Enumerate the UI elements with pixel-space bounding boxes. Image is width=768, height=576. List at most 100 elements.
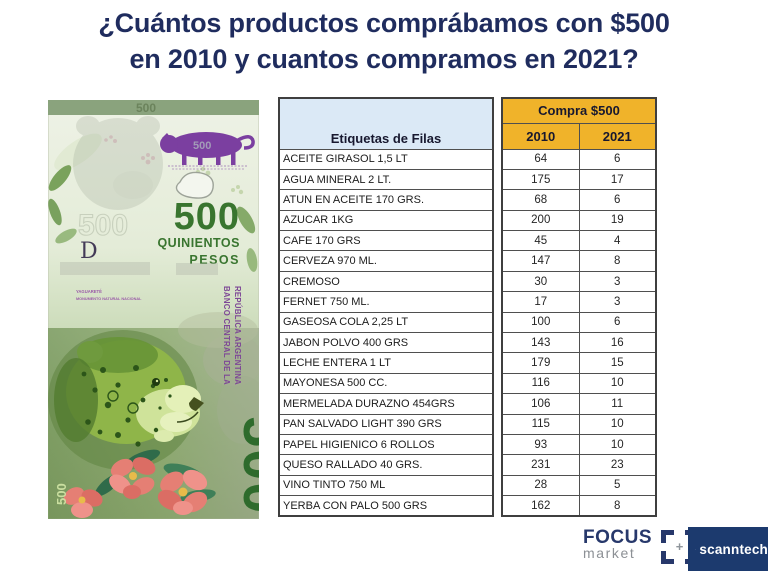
big-side-value: 500	[232, 416, 259, 515]
values-table: Compra $500 2010 2021 64 6 175 17 68 6 200 1…	[501, 97, 657, 518]
column-header-2010: 2010	[501, 122, 580, 150]
row-labels-header: Etiquetas de Filas	[278, 97, 494, 150]
page-title: ¿Cuántos productos comprábamos con $500 …	[0, 5, 768, 77]
paw-print-decoration	[104, 135, 155, 165]
ghost-watermark-value: 500	[78, 209, 128, 242]
value-2021-cell: 19	[578, 209, 657, 232]
watermark-jaguar	[73, 116, 163, 210]
plus-icon: +	[675, 538, 684, 554]
table-row: MERMELADA DURAZNO 454GRS	[278, 393, 494, 415]
table-row: 100 6	[501, 311, 657, 334]
table-row: ACEITE GIRASOL 1,5 LT	[278, 148, 494, 170]
product-label-cell: PAN SALVADO LIGHT 390 GRS	[278, 413, 494, 435]
scanntech-wordmark: scanntech	[699, 541, 768, 557]
table-row: 106 11	[501, 393, 657, 415]
scanntech-logo: scanntech	[688, 527, 768, 571]
table-row: 17 3	[501, 291, 657, 313]
table-row: 116 10	[501, 372, 657, 395]
table-row: LECHE ENTERA 1 LT	[278, 352, 494, 374]
value-2010-cell: 162	[501, 495, 580, 517]
value-2010-cell: 68	[501, 189, 580, 211]
value-2010-cell: 30	[501, 270, 580, 293]
table-row: 93 10	[501, 433, 657, 456]
banknote-top-band	[48, 100, 259, 115]
value-2010-cell: 17	[501, 291, 580, 313]
table-row: CREMOSO	[278, 270, 494, 293]
value-2021-cell: 11	[578, 393, 657, 415]
table-header-row: Etiquetas de Filas	[278, 97, 494, 150]
value-2010-cell: 179	[501, 352, 580, 374]
table-row: PAPEL HIGIENICO 6 ROLLOS	[278, 433, 494, 456]
value-2021-cell: 10	[578, 372, 657, 395]
value-2010-cell: 175	[501, 168, 580, 191]
value-2021-cell: 3	[578, 270, 657, 293]
value-2010-cell: 100	[501, 311, 580, 334]
product-label-cell: MAYONESA 500 CC.	[278, 372, 494, 395]
table-row: ATUN EN ACEITE 170 GRS.	[278, 189, 494, 211]
value-2010-cell: 93	[501, 433, 580, 456]
ceibo-flowers	[63, 449, 216, 518]
product-label-cell: VINO TINTO 750 ML	[278, 474, 494, 497]
corner-value: 500	[54, 483, 69, 505]
product-label-cell: CREMOSO	[278, 270, 494, 293]
value-2021-cell: 10	[578, 433, 657, 456]
product-label-cell: AZUCAR 1KG	[278, 209, 494, 232]
value-2010-cell: 231	[501, 454, 580, 476]
value-2021-cell: 8	[578, 495, 657, 517]
table-row: 30 3	[501, 270, 657, 293]
value-2021-cell: 15	[578, 352, 657, 374]
product-label-cell: MERMELADA DURAZNO 454GRS	[278, 393, 494, 415]
value-2021-cell: 6	[578, 311, 657, 334]
table-row: 115 10	[501, 413, 657, 435]
focus-label: FOCUS	[583, 527, 652, 548]
series-letter: D	[80, 239, 98, 264]
caption-line-2: MONUMENTO NATURAL NACIONAL	[76, 297, 142, 301]
product-label-cell: ATUN EN ACEITE 170 GRS.	[278, 189, 494, 211]
value-2021-cell: 10	[578, 413, 657, 435]
silhouette-value: 500	[193, 140, 211, 152]
value-2021-cell: 6	[578, 189, 657, 211]
value-2010-cell: 106	[501, 393, 580, 415]
table-row: AZUCAR 1KG	[278, 209, 494, 232]
transparency-window	[175, 171, 214, 199]
table-row: 68 6	[501, 189, 657, 211]
value-2010-cell: 115	[501, 413, 580, 435]
product-label-cell: PAPEL HIGIENICO 6 ROLLOS	[278, 433, 494, 456]
group-header-row: Compra $500	[501, 97, 657, 124]
table-row: JABON POLVO 400 GRS	[278, 332, 494, 354]
caption-line-1: YAGUARETÉ	[76, 289, 102, 294]
product-label-cell: AGUA MINERAL 2 LT.	[278, 168, 494, 191]
jaguar-head	[48, 330, 204, 470]
denomination-word-2: PESOS	[189, 253, 240, 267]
product-label-cell: GASEOSA COLA 2,25 LT	[278, 311, 494, 334]
value-2010-cell: 147	[501, 250, 580, 272]
focus-market-wordmark: FOCUS market	[583, 527, 652, 561]
table-row: PAN SALVADO LIGHT 390 GRS	[278, 413, 494, 435]
table-row: MAYONESA 500 CC.	[278, 372, 494, 395]
data-tables: Etiquetas de Filas ACEITE GIRASOL 1,5 LT…	[278, 97, 657, 518]
table-row: FERNET 750 ML.	[278, 291, 494, 313]
table-row: AGUA MINERAL 2 LT.	[278, 168, 494, 191]
table-row: 179 15	[501, 352, 657, 374]
product-label-cell: ACEITE GIRASOL 1,5 LT	[278, 148, 494, 170]
table-row: QUESO RALLADO 40 GRS.	[278, 454, 494, 476]
value-2021-cell: 17	[578, 168, 657, 191]
table-row: CAFE 170 GRS	[278, 230, 494, 252]
value-2021-cell: 5	[578, 474, 657, 497]
value-2010-cell: 200	[501, 209, 580, 232]
table-row: CERVEZA 970 ML.	[278, 250, 494, 272]
banknote-image: 500	[48, 100, 259, 519]
product-label-cell: LECHE ENTERA 1 LT	[278, 352, 494, 374]
value-2021-cell: 4	[578, 230, 657, 252]
table-row: 64 6	[501, 148, 657, 170]
value-2010-cell: 143	[501, 332, 580, 354]
value-2010-cell: 116	[501, 372, 580, 395]
table-row: 200 19	[501, 209, 657, 232]
year-header-row: 2010 2021	[501, 122, 657, 150]
bank-name-line-1: BANCO CENTRAL DE LA	[222, 286, 231, 385]
banknote-top-value: 500	[136, 101, 156, 115]
row-labels-table: Etiquetas de Filas ACEITE GIRASOL 1,5 LT…	[278, 97, 494, 518]
table-row: 175 17	[501, 168, 657, 191]
product-label-cell: JABON POLVO 400 GRS	[278, 332, 494, 354]
group-header: Compra $500	[501, 97, 657, 124]
